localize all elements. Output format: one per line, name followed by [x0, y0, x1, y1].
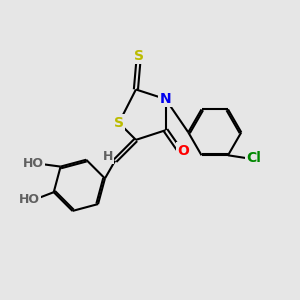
Text: S: S: [134, 49, 144, 63]
Text: O: O: [177, 144, 189, 158]
Text: N: N: [160, 92, 171, 106]
Text: HO: HO: [23, 157, 44, 170]
Text: H: H: [103, 150, 113, 163]
Text: HO: HO: [19, 193, 40, 206]
Text: Cl: Cl: [246, 151, 261, 165]
Text: S: S: [114, 116, 124, 130]
